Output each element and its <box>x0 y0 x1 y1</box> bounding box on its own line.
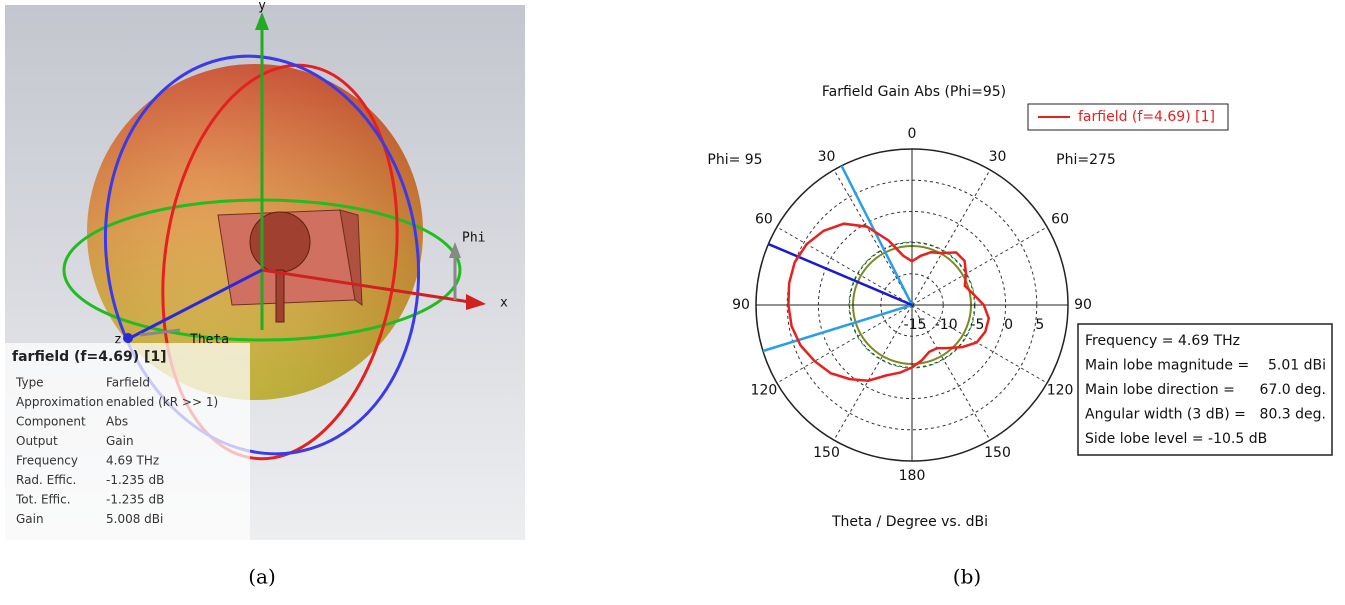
angle-tick-label: 30 <box>989 149 1007 165</box>
patch-feed <box>275 269 285 323</box>
info-title: farfield (f=4.69) [1] <box>12 349 167 365</box>
panel-b: Farfield Gain Abs (Phi=95) Theta / Degre… <box>707 84 1333 589</box>
angle-tick-label: 30 <box>818 149 836 165</box>
angle-tick-label: 180 <box>899 468 926 484</box>
angle-tick-label: 0 <box>908 126 917 142</box>
r-tick-label: 0 <box>1004 317 1013 333</box>
x-label: x <box>500 296 508 311</box>
z-axis <box>129 268 263 340</box>
info-key: Type <box>15 376 44 390</box>
info-value: 5.01 dBi <box>1268 358 1326 374</box>
info-value: Gain <box>106 434 134 448</box>
info-value: enabled (kR >> 1) <box>106 395 218 409</box>
beamwidth-line <box>762 303 913 353</box>
r-tick-label: -10 <box>935 317 958 333</box>
angle-tick-label: 90 <box>732 297 750 313</box>
grid-spoke <box>911 304 1048 384</box>
grid-spoke <box>776 304 913 384</box>
info-label: Main lobe direction = <box>1085 382 1235 398</box>
info-value: 67.0 deg. <box>1260 382 1326 398</box>
grid-spoke <box>833 169 913 306</box>
main-lobe-line <box>767 242 913 307</box>
patch-edge <box>339 209 363 307</box>
info-value: -1.235 dB <box>106 473 164 487</box>
angle-tick-label: 150 <box>813 445 840 461</box>
angle-tick-label: 90 <box>1074 297 1092 313</box>
z-dot <box>123 333 133 343</box>
info-label: Main lobe magnitude = <box>1085 358 1249 374</box>
chart-title: Farfield Gain Abs (Phi=95) <box>822 84 1006 100</box>
phi-label: Phi <box>462 231 485 246</box>
info-key: Gain <box>16 512 44 526</box>
grid-spoke <box>911 169 991 306</box>
r-tick-label: -5 <box>970 317 984 333</box>
caption: (a) <box>248 565 276 589</box>
info-key: Approximation <box>16 395 104 409</box>
angle-tick-label: 150 <box>984 445 1011 461</box>
info-label: Frequency = 4.69 THz <box>1085 333 1240 349</box>
angle-tick-label: 60 <box>755 212 773 228</box>
x-arrow <box>466 294 486 310</box>
r-tick-label: 5 <box>1035 317 1044 333</box>
panel-a: y x z Phi Theta farfield (f=4.69) [1] Ty… <box>5 0 525 589</box>
info-panel <box>5 343 250 540</box>
gain-curve <box>787 222 991 382</box>
grid-spoke <box>911 226 1048 306</box>
r-tick-label: -15 <box>904 317 927 333</box>
y-arrow <box>255 12 269 30</box>
y-label: y <box>258 0 266 14</box>
info-key: Rad. Effic. <box>16 473 76 487</box>
angle-tick-label: 120 <box>1047 383 1074 399</box>
info-value: 4.69 THz <box>106 454 159 468</box>
info-label: Side lobe level = -10.5 dB <box>1085 431 1267 447</box>
info-key: Component <box>16 415 86 429</box>
info-key: Frequency <box>16 454 78 468</box>
info-key: Output <box>16 434 58 448</box>
theta-ring <box>161 63 399 461</box>
right-phi-label: Phi=275 <box>1056 152 1116 168</box>
angle-tick-label: 60 <box>1051 212 1069 228</box>
left-phi-label: Phi= 95 <box>707 152 762 168</box>
grid-spoke <box>911 304 991 441</box>
phi-arrowhead <box>449 242 461 258</box>
info-label: Angular width (3 dB) = <box>1085 407 1246 423</box>
beamwidth-line <box>840 165 914 306</box>
info-key: Tot. Effic. <box>15 493 71 507</box>
grid-spoke <box>833 304 913 441</box>
info-value: -1.235 dB <box>106 493 164 507</box>
info-value: 5.008 dBi <box>106 512 163 526</box>
grid-spoke <box>776 226 913 306</box>
angle-tick-label: 120 <box>751 383 778 399</box>
patch-disc <box>249 211 311 273</box>
info-value: Farfield <box>106 376 150 390</box>
info-box <box>1077 323 1333 456</box>
theta-arrow <box>139 328 181 337</box>
x-axis <box>261 268 471 304</box>
legend-label: farfield (f=4.69) [1] <box>1078 109 1215 125</box>
z-ring <box>103 54 421 456</box>
caption: (b) <box>953 565 981 589</box>
info-value: 80.3 deg. <box>1260 407 1326 423</box>
z-label: z <box>114 333 122 348</box>
x-axis-label: Theta / Degree vs. dBi <box>831 514 988 530</box>
info-value: Abs <box>106 415 128 429</box>
